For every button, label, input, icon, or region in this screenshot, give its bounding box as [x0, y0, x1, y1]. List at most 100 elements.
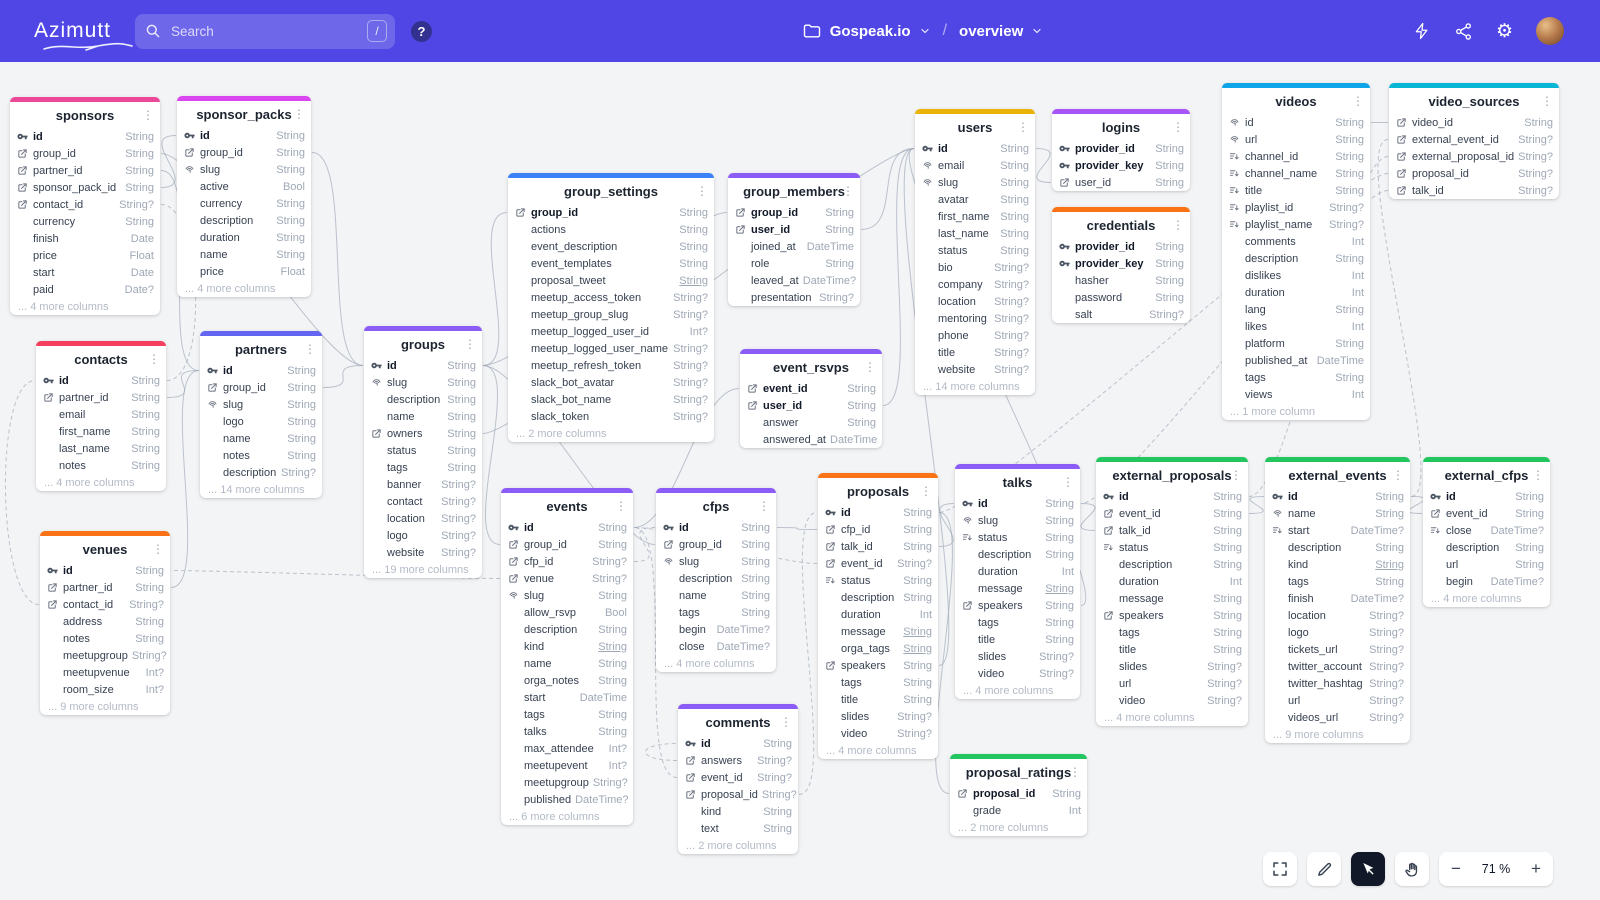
column-row[interactable]: phone String? [915, 327, 1035, 344]
column-row[interactable]: slug String [200, 396, 322, 413]
column-row[interactable]: tags String [955, 614, 1080, 631]
column-row[interactable]: id String [915, 140, 1035, 157]
column-row[interactable]: name String [656, 587, 776, 604]
column-row[interactable]: tickets_url String? [1265, 641, 1410, 658]
avatar[interactable] [1536, 17, 1564, 45]
search-input[interactable] [169, 22, 368, 40]
table-menu-button[interactable]: ⋮ [1172, 120, 1184, 134]
table-header[interactable]: logins ⋮ [1052, 114, 1190, 140]
column-row[interactable]: title String [1096, 641, 1248, 658]
column-row[interactable]: talk_id String? [1389, 182, 1559, 199]
chevron-down-icon[interactable] [1031, 25, 1043, 37]
column-row[interactable]: user_id String [728, 221, 860, 238]
column-row[interactable]: video String? [1096, 692, 1248, 709]
column-row[interactable]: meetup_logged_user_id Int? [508, 323, 714, 340]
edit-mode-button[interactable] [1307, 852, 1341, 886]
column-row[interactable]: begin DateTime? [1423, 573, 1550, 590]
table-header[interactable]: groups ⋮ [364, 331, 482, 357]
more-columns[interactable]: ... 19 more columns [372, 563, 469, 576]
column-row[interactable]: lang String [1222, 301, 1370, 318]
table-menu-button[interactable]: ⋮ [758, 499, 770, 513]
table-card-group_members[interactable]: group_members ⋮ group_id String user_id Strin… [728, 173, 860, 306]
column-row[interactable]: description String [1222, 250, 1370, 267]
column-row[interactable]: speakers String [1096, 607, 1248, 624]
column-row[interactable]: slug String [656, 553, 776, 570]
column-row[interactable]: playlist_id String? [1222, 199, 1370, 216]
layout-selector[interactable]: overview [959, 22, 1024, 40]
column-row[interactable]: kind String [678, 803, 798, 820]
column-row[interactable]: presentation String? [728, 289, 860, 306]
column-row[interactable]: duration Int [818, 606, 938, 623]
column-row[interactable]: speakers String [955, 597, 1080, 614]
column-row[interactable]: description String [1096, 556, 1248, 573]
column-row[interactable]: group_id String [200, 379, 322, 396]
more-columns[interactable]: ... 1 more column [1230, 405, 1315, 418]
table-header[interactable]: partners ⋮ [200, 336, 322, 362]
column-row[interactable]: location String? [915, 293, 1035, 310]
table-header[interactable]: proposal_ratings ⋮ [950, 759, 1087, 785]
column-row[interactable]: email String [915, 157, 1035, 174]
column-row[interactable]: title String [1222, 182, 1370, 199]
column-row[interactable]: slides String? [1096, 658, 1248, 675]
column-row[interactable]: company String? [915, 276, 1035, 293]
column-row[interactable]: meetupvenue Int? [40, 664, 170, 681]
table-card-video_sources[interactable]: video_sources ⋮ video_id String external_eve… [1389, 83, 1559, 199]
column-row[interactable]: start DateTime? [1265, 522, 1410, 539]
column-row[interactable]: start Date [10, 264, 160, 281]
column-row[interactable]: comments Int [1222, 233, 1370, 250]
lightning-icon[interactable] [1413, 21, 1431, 41]
zoom-in-button[interactable]: + [1519, 852, 1553, 886]
gear-icon[interactable]: ⚙ [1495, 20, 1513, 42]
table-menu-button[interactable]: ⋮ [1172, 218, 1184, 232]
column-row[interactable]: close DateTime? [1423, 522, 1550, 539]
table-header[interactable]: external_events ⋮ [1265, 462, 1410, 488]
column-row[interactable]: meetup_refresh_token String? [508, 357, 714, 374]
table-header[interactable]: credentials ⋮ [1052, 212, 1190, 238]
table-menu-button[interactable]: ⋮ [1230, 468, 1242, 482]
column-row[interactable]: duration String [177, 229, 311, 246]
help-button[interactable]: ? [411, 20, 433, 42]
column-row[interactable]: id String [1222, 114, 1370, 131]
table-menu-button[interactable]: ⋮ [1017, 120, 1029, 134]
more-columns[interactable]: ... 4 more columns [185, 282, 276, 295]
select-mode-button[interactable] [1351, 852, 1385, 886]
column-row[interactable]: close DateTime? [656, 638, 776, 655]
chevron-down-icon[interactable] [919, 25, 931, 37]
column-row[interactable]: id String [40, 562, 170, 579]
column-row[interactable]: contact String? [364, 493, 482, 510]
table-card-event_rsvps[interactable]: event_rsvps ⋮ event_id String user_id String a… [740, 349, 882, 448]
column-row[interactable]: kind String [501, 638, 633, 655]
more-columns[interactable]: ... 4 more columns [664, 657, 755, 670]
column-row[interactable]: name String [177, 246, 311, 263]
column-row[interactable]: currency String [10, 213, 160, 230]
column-row[interactable]: begin DateTime? [656, 621, 776, 638]
column-row[interactable]: published DateTime? [501, 791, 633, 808]
column-row[interactable]: location String? [1265, 607, 1410, 624]
table-menu-button[interactable]: ⋮ [148, 352, 160, 366]
column-row[interactable]: status String [364, 442, 482, 459]
table-header[interactable]: external_cfps ⋮ [1423, 462, 1550, 488]
table-card-external_cfps[interactable]: external_cfps ⋮ id String event_id String clos… [1423, 457, 1550, 607]
column-row[interactable]: event_id String [740, 380, 882, 397]
column-row[interactable]: likes Int [1222, 318, 1370, 335]
column-row[interactable]: first_name String [36, 423, 166, 440]
table-header[interactable]: talks ⋮ [955, 469, 1080, 495]
table-menu-button[interactable]: ⋮ [464, 337, 476, 351]
column-row[interactable]: id String [364, 357, 482, 374]
column-row[interactable]: venue String? [501, 570, 633, 587]
project-selector[interactable]: Gospeak.io [829, 22, 911, 40]
more-columns[interactable]: ... 14 more columns [923, 380, 1020, 393]
column-row[interactable]: id String [1096, 488, 1248, 505]
column-row[interactable]: price Float [10, 247, 160, 264]
column-row[interactable]: logo String? [364, 527, 482, 544]
column-row[interactable]: message String [955, 580, 1080, 597]
table-card-group_settings[interactable]: group_settings ⋮ group_id String actions Stri… [508, 173, 714, 442]
column-row[interactable]: tags String [656, 604, 776, 621]
column-row[interactable]: id String [10, 128, 160, 145]
column-row[interactable]: url String? [1096, 675, 1248, 692]
column-row[interactable]: event_description String [508, 238, 714, 255]
column-row[interactable]: talks String [501, 723, 633, 740]
table-header[interactable]: external_proposals ⋮ [1096, 462, 1248, 488]
column-row[interactable]: text String [678, 820, 798, 837]
